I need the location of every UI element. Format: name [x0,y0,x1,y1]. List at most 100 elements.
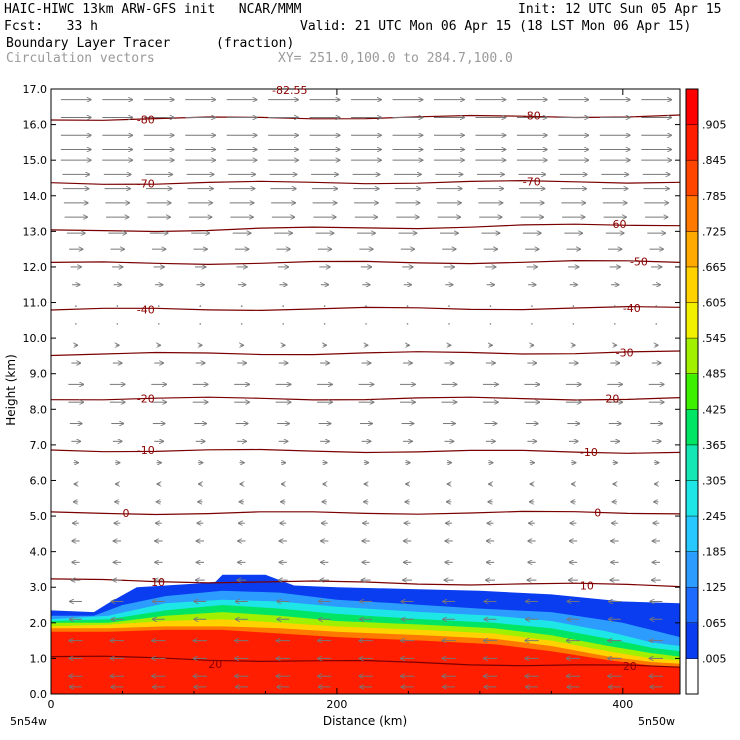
y-tick-label: 4.0 [30,546,48,559]
y-tick-label: 8.0 [30,403,48,416]
vector-arrow [240,305,243,307]
colorbar-label: .725 [702,225,727,238]
xy-endpoints: XY= 251.0,100.0 to 284.7,100.0 [278,51,513,66]
contour-label--60: -60 [609,218,627,231]
vector-arrow [489,305,492,307]
vector-arrow [323,323,326,325]
contour-label-10: 10 [151,576,165,589]
colorbar: .005 .065 .125 .185 .245 .305 .365 .425 .485 .545… [685,88,727,695]
contour-line--40 [51,305,680,312]
colorbar-swatch [686,373,698,410]
contour-label--40: -40 [623,302,641,315]
vector-arrow [572,305,575,307]
vector-arrow [448,305,450,307]
chart-units: (fraction) [216,36,295,51]
y-tick-label: 2.0 [30,617,48,630]
colorbar-swatch [686,444,698,481]
y-tick-label: 15.0 [23,154,48,167]
vector-arrow [614,305,616,307]
header-line1-left: HAIC-HIWC 13km ARW-GFS init NCAR/MMM [4,2,302,17]
y-tick-label: 17.0 [23,83,48,96]
vector-arrow [655,305,658,307]
colorbar-label: .305 [702,474,727,487]
x-endpoint-right: 5n50w [638,715,675,728]
colorbar-label: .005 [702,652,727,665]
contour-line--30 [51,350,680,357]
vector-arrow [282,323,284,325]
contour-line--60 [51,223,680,233]
contour-label--30: -30 [616,346,634,359]
colorbar-label: .245 [702,510,727,523]
axes: 0.0 1.0 2.0 3.0 4.0 5.0 6.0 7.0 8.0 9.0 10.0 11.0 12… [23,83,680,711]
contour-line--10 [51,448,680,454]
vector-arrow [199,323,202,325]
contour-line-0 [51,510,680,516]
colorbar-label: .845 [702,154,727,167]
vector-arrow [116,323,119,325]
contour-label--20: -20 [601,393,619,406]
vector-arrow [531,305,533,307]
vector-arrow [614,323,616,325]
vector-legend-title: Circulation vectors [6,51,155,66]
vector-arrow [75,323,77,325]
contour-label--50: -50 [630,256,648,269]
vector-arrow [406,323,409,325]
colorbar-label: .665 [702,261,727,274]
plot-frame [50,88,681,695]
vector-arrow [365,323,367,325]
contour-line--50 [51,259,680,266]
y-tick-label: 10.0 [23,332,48,345]
colorbar-swatch [686,587,698,624]
colorbar-label: .065 [702,617,727,630]
y-tick-label: 9.0 [30,368,48,381]
tracer-layer-7 [51,629,680,694]
contour-label-10: 10 [580,579,594,592]
y-tick-label: 0.0 [30,688,48,701]
colorbar-label: .485 [702,368,727,381]
colorbar-swatch [686,89,698,126]
contour-label--70: -70 [523,176,541,189]
y-tick-label: 12.0 [23,261,48,274]
contour-labels: 20 20 10 10 0 0 -10 -10 -20 -20 -30 -40 -40 -50 -60 -70… [122,110,648,674]
vector-arrow [448,323,450,325]
colorbar-swatch [686,124,698,161]
colorbar-swatch [686,658,698,695]
colorbar-swatch [686,231,698,268]
colorbar-label: .425 [702,403,727,416]
vector-arrow [282,305,284,307]
colorbar-swatch [686,551,698,588]
y-tick-label: 1.0 [30,652,48,665]
colorbar-swatch [686,338,698,375]
colorbar-label: .605 [702,297,727,310]
vector-arrow [116,305,119,307]
colorbar-label: .125 [702,581,727,594]
y-tick-label: 11.0 [23,297,48,310]
colorbar-swatch [686,409,698,446]
header-line2-left: Fcst: 33 h [4,19,98,34]
vector-arrow [323,305,326,307]
vector-arrow [531,323,533,325]
x-tick-label: 400 [612,698,633,711]
contour-label-0: 0 [122,507,129,520]
contour-label--10: -10 [580,446,598,459]
y-tick-label: 7.0 [30,439,48,452]
y-tick-label: 13.0 [23,225,48,238]
y-tick-label: 5.0 [30,510,48,523]
vector-arrow [406,305,409,307]
vector-arrow [75,305,77,307]
vector-arrow [489,323,492,325]
contour-label--80: -80 [137,113,155,126]
vector-arrow [157,305,160,307]
x-axis-title: Distance (km) [323,714,407,728]
circulation-vectors [60,100,671,687]
vector-arrow [157,323,160,325]
colorbar-swatch [686,302,698,339]
contour-line--20 [51,396,680,401]
colorbar-swatch [686,266,698,304]
vector-arrow [365,305,367,307]
contour-label-20: 20 [623,660,637,673]
colorbar-swatch [686,516,698,553]
contour-label--70: -70 [137,177,155,190]
x-tick-label: 0 [48,698,55,711]
